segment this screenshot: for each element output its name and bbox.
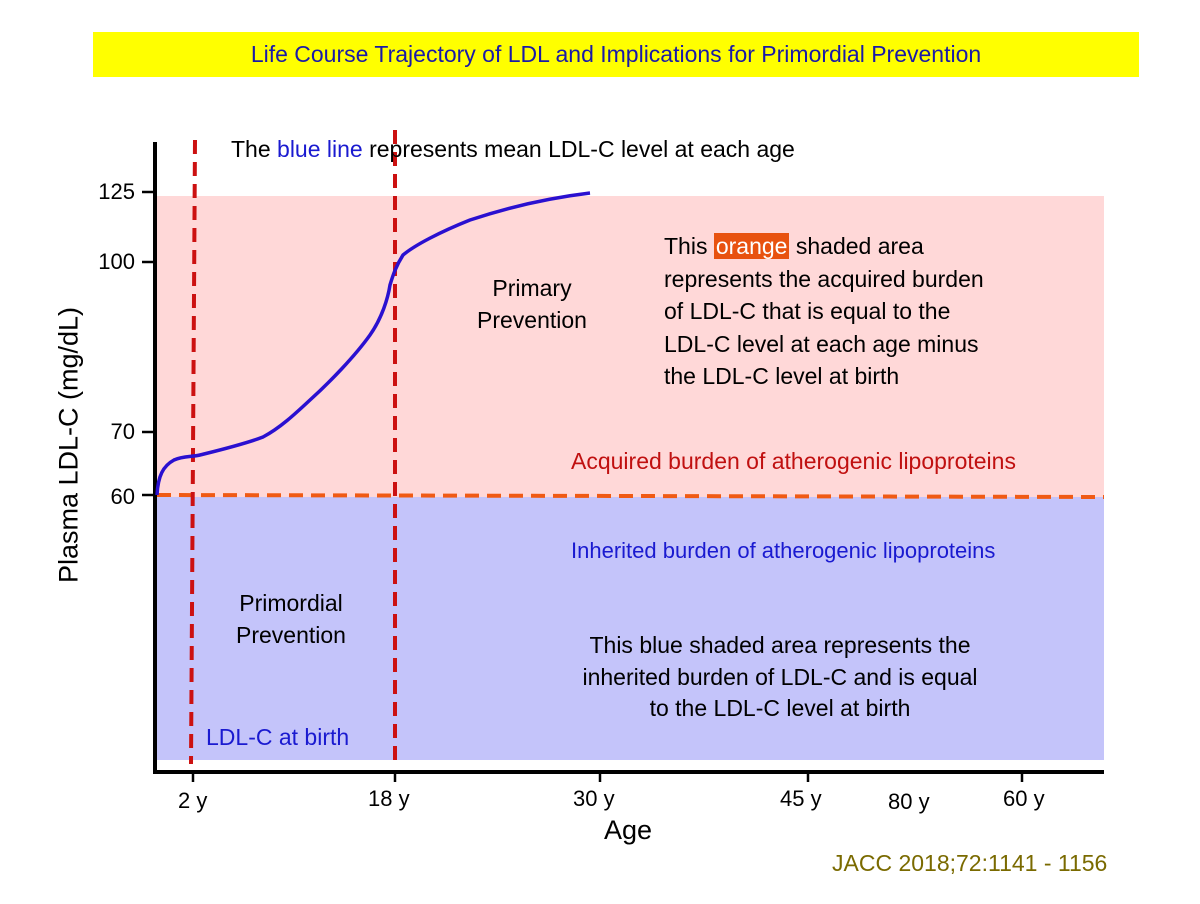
inherited-burden-area xyxy=(157,497,1104,760)
birth-level-line xyxy=(156,493,1105,499)
vline-2y xyxy=(189,139,197,765)
x-tick-label-2y: 2 y xyxy=(178,788,208,813)
y-tick-label-100: 100 xyxy=(98,249,135,274)
y-tick-label-60: 60 xyxy=(110,484,135,509)
primordial-line2: Prevention xyxy=(236,622,346,648)
x-tick-label-18y: 18 y xyxy=(368,786,410,811)
inherited-burden-label: Inherited burden of atherogenic lipoprot… xyxy=(571,538,996,563)
x-tick-label-80y: 80 y xyxy=(888,789,930,814)
x-tick-label-45y: 45 y xyxy=(780,786,822,811)
x-tick-label-60y: 60 y xyxy=(1003,786,1045,811)
y-tick-label-70: 70 xyxy=(110,419,135,444)
ldl-at-birth-label: LDL-C at birth xyxy=(206,724,350,750)
primary-prevention-line2: Prevention xyxy=(477,307,587,333)
orange-note-line4: LDL-C level at each age minus xyxy=(664,330,979,357)
blue-line-note-blue: blue line xyxy=(277,136,363,162)
blue-note-line2: inherited burden of LDL-C and is equal xyxy=(582,663,978,690)
primary-prevention-line1: Primary xyxy=(492,275,572,301)
blue-line-note-post: represents mean LDL-C level at each age xyxy=(362,136,795,162)
y-tick-label-125: 125 xyxy=(98,179,135,204)
blue-line-note-pre: The xyxy=(231,136,278,162)
y-axis-label-text: Plasma LDL-C (mg/dL) xyxy=(53,306,84,584)
blue-note-line3: to the LDL-C level at birth xyxy=(649,695,911,721)
primordial-line1: Primordial xyxy=(239,590,343,616)
primary-prevention-label: Primary Prevention xyxy=(464,272,600,336)
x-tick-label-30y: 30 y xyxy=(573,786,615,811)
orange-note-line1-post: shaded area xyxy=(789,233,924,259)
orange-note-line1: This orange shaded area xyxy=(664,230,984,263)
primordial-prevention-label: Primordial Prevention xyxy=(218,587,364,651)
orange-note-line3: of LDL-C that is equal to the xyxy=(664,298,951,324)
orange-note-line1-pre: This xyxy=(664,233,714,259)
ldl-mean-curve xyxy=(155,191,591,496)
blue-area-note: This blue shaded area represents the inh… xyxy=(540,630,1020,725)
blue-line-note: The blue line represents mean LDL-C leve… xyxy=(231,136,795,163)
x-axis-label: Age xyxy=(604,815,653,845)
orange-note-line5: the LDL-C level at birth xyxy=(664,363,900,389)
blue-note-line1: This blue shaded area represents the xyxy=(589,632,971,658)
orange-area-note: This orange shaded area represents the a… xyxy=(664,230,984,393)
orange-note-highlight: orange xyxy=(713,233,790,259)
acquired-burden-label: Acquired burden of atherogenic lipoprote… xyxy=(571,448,1016,474)
orange-note-line2: represents the acquired burden xyxy=(664,265,984,292)
citation: JACC 2018;72:1141 - 1156 xyxy=(832,850,1108,876)
acquired-burden-area xyxy=(157,196,1104,497)
chart-title: Life Course Trajectory of LDL and Implic… xyxy=(93,32,1139,77)
